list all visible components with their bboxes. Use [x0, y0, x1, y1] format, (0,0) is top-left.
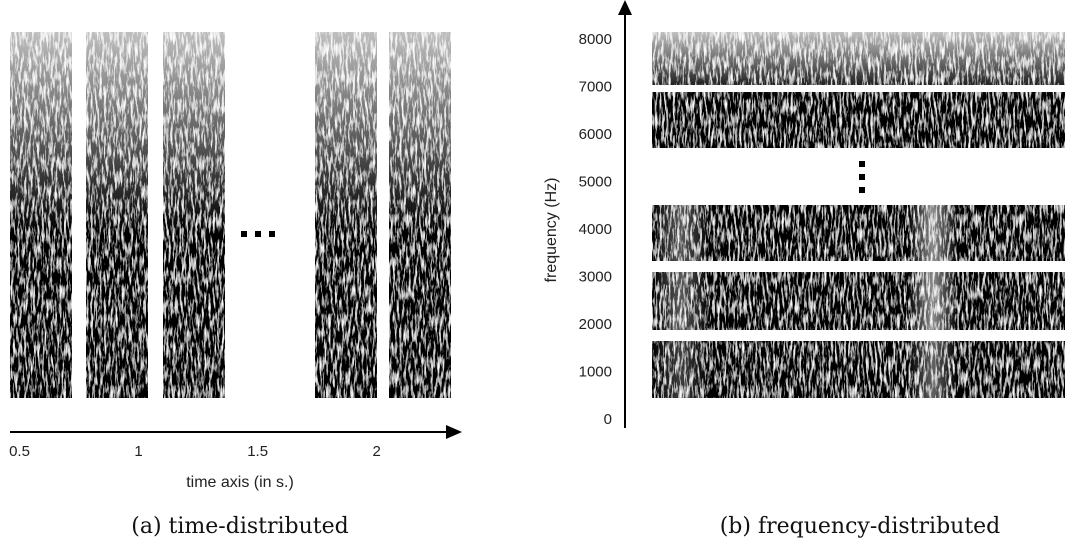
y-tick-label: 4000	[579, 221, 612, 238]
x-tick-label: 0.5	[9, 443, 30, 460]
strip	[389, 32, 451, 398]
strip	[163, 32, 225, 398]
strip	[10, 32, 72, 398]
y-tick-label: 6000	[579, 126, 612, 143]
x-tick-label: 1.5	[247, 443, 268, 460]
y-tick-label: 8000	[579, 31, 612, 48]
y-tick-label: 5000	[579, 173, 612, 190]
y-tick-label: 2000	[579, 316, 612, 333]
ellipsis	[241, 231, 275, 237]
x-tick-label: 2	[372, 443, 380, 460]
band	[652, 341, 1065, 398]
band	[652, 272, 1065, 330]
band	[652, 205, 1065, 261]
vertical-ellipsis	[859, 161, 865, 193]
x-axis	[10, 425, 462, 439]
caption: (b) frequency-distributed	[720, 514, 1001, 539]
time-strips	[10, 32, 451, 398]
strip	[315, 32, 377, 398]
caption: (a) time-distributed	[131, 514, 348, 539]
strip	[86, 32, 148, 398]
frequency-bands	[652, 32, 1065, 398]
y-tick-label: 7000	[579, 78, 612, 95]
y-tick-label: 0	[604, 411, 612, 428]
axis-label: frequency (Hz)	[543, 178, 560, 283]
y-axis	[618, 0, 632, 428]
y-tick-label: 1000	[579, 363, 612, 380]
y-tick-label: 3000	[579, 268, 612, 285]
axis-label: time axis (in s.)	[186, 474, 294, 491]
band	[652, 32, 1065, 148]
x-tick-label: 1	[134, 443, 142, 460]
